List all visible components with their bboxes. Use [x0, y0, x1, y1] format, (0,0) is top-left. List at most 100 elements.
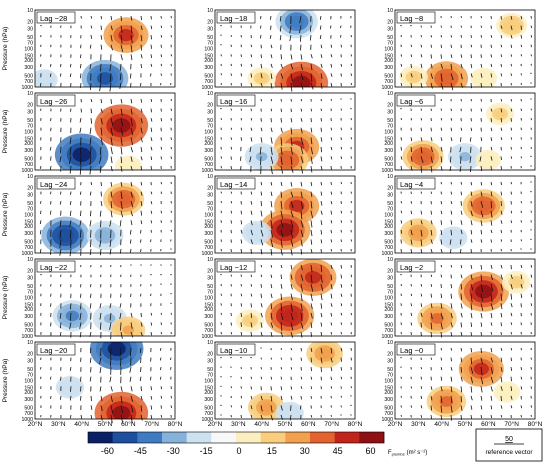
shading-blob [512, 278, 522, 286]
vector-arrow [521, 137, 522, 139]
vector-arrow [501, 64, 502, 67]
vector-arrow [61, 377, 62, 381]
vector-arrow [141, 367, 142, 372]
lag-label-text: Lag −10 [220, 346, 247, 355]
vector-dot [530, 248, 531, 249]
vector-arrow [311, 358, 312, 363]
vector-arrow [511, 73, 512, 76]
latitude-tick-label: 20°N [28, 420, 43, 428]
vector-arrow [341, 45, 342, 48]
pressure-tick-label: 300 [204, 65, 213, 71]
shading-blob [252, 229, 262, 237]
panel: Lag −0 [395, 342, 535, 421]
vector-arrow [511, 118, 512, 122]
shading-blob [292, 76, 310, 90]
vector-dot [240, 357, 241, 358]
vector-arrow [81, 109, 82, 113]
vector-arrow [501, 182, 502, 185]
panel-lag-label: Lag −22 [37, 261, 75, 272]
vector-arrow [461, 16, 462, 18]
shading-blob [289, 16, 303, 27]
pressure-tick-label: 300 [384, 397, 393, 403]
vector-arrow [481, 332, 482, 335]
vector-arrow [151, 386, 152, 390]
vector-arrow [411, 284, 412, 286]
vector-dot [170, 248, 171, 249]
vector-dot [350, 395, 351, 396]
vector-arrow [151, 45, 152, 49]
vector-arrow [171, 109, 172, 111]
pressure-tick-label: 300 [24, 65, 33, 71]
pressure-tick-label: 300 [204, 397, 213, 403]
latitude-tick-label: 60°N [121, 420, 136, 428]
vector-dot [170, 293, 171, 294]
lag-label-text: Lag −12 [220, 263, 247, 272]
vector-arrow [351, 73, 352, 76]
vector-arrow [51, 64, 52, 67]
colorbar-tick-label: -30 [167, 446, 180, 456]
vector-arrow [241, 109, 242, 111]
vector-arrow [221, 166, 222, 168]
latitude-tick-label: 50°N [458, 420, 473, 428]
latitude-tick-label: 70°N [324, 420, 339, 428]
panel: Lag −26 [35, 93, 175, 177]
vector-arrow [241, 415, 242, 418]
shading-blob [475, 285, 492, 299]
vector-arrow [161, 322, 162, 325]
panel: Lag −10 [215, 339, 355, 424]
shading-blob [476, 200, 490, 211]
panel-lag-label: Lag −28 [37, 12, 75, 23]
vector-arrow [61, 284, 62, 287]
panel: Lag −8 [395, 10, 535, 96]
lag-label-text: Lag −28 [40, 14, 67, 23]
vector-arrow [521, 26, 522, 30]
vector-arrow [331, 211, 332, 215]
vector-arrow [141, 386, 142, 391]
pressure-tick-label: 100 [24, 130, 33, 136]
vector-arrow [321, 99, 322, 101]
vector-arrow [501, 322, 502, 326]
vector-arrow [421, 128, 422, 131]
vector-arrow [321, 377, 322, 381]
pressure-tick-label: 20 [27, 20, 33, 26]
vector-arrow [171, 26, 172, 28]
vector-arrow [331, 99, 332, 101]
pressure-tick-label: 100 [384, 213, 393, 219]
pressure-tick-label: 10 [207, 257, 213, 263]
y-axis-title: Pressure (hPa) [2, 276, 9, 320]
panel-lag-label: Lag −0 [397, 344, 435, 355]
panel-lag-label: Lag −6 [397, 95, 435, 106]
pressure-tick-label: 30 [387, 275, 393, 281]
vector-dot [350, 108, 351, 109]
vector-dot [220, 35, 221, 36]
vector-arrow [411, 64, 412, 68]
vector-arrow [171, 211, 172, 213]
pressure-tick-label: 20 [387, 20, 393, 26]
vector-dot [350, 405, 351, 406]
panel-lag-label: Lag −12 [217, 261, 255, 272]
vector-arrow [401, 396, 402, 398]
panel-lag-label: Lag −24 [37, 178, 75, 189]
vector-arrow [171, 147, 172, 149]
pressure-tick-label: 100 [204, 47, 213, 53]
latitude-tick-label: 30°N [231, 420, 246, 428]
vector-arrow [431, 54, 432, 58]
shading-blob [108, 342, 126, 356]
vector-arrow [161, 73, 162, 75]
vector-arrow [351, 156, 352, 158]
vector-dot [170, 274, 171, 275]
latitude-tick-label: 60°N [301, 420, 316, 428]
vector-dot [340, 98, 341, 99]
latitude-tick-label: 50°N [278, 420, 293, 428]
shading-blob [104, 314, 116, 323]
vector-arrow [151, 230, 152, 233]
pressure-tick-label: 300 [204, 231, 213, 237]
vector-arrow [461, 201, 462, 206]
vector-arrow [61, 192, 62, 195]
vector-arrow [261, 99, 262, 101]
vector-arrow [491, 239, 492, 242]
latitude-tick-label: 30°N [411, 420, 426, 428]
latitude-tick-label: 80°N [168, 420, 183, 428]
vector-arrow [511, 83, 512, 85]
panel: Lag −24 [35, 176, 175, 256]
